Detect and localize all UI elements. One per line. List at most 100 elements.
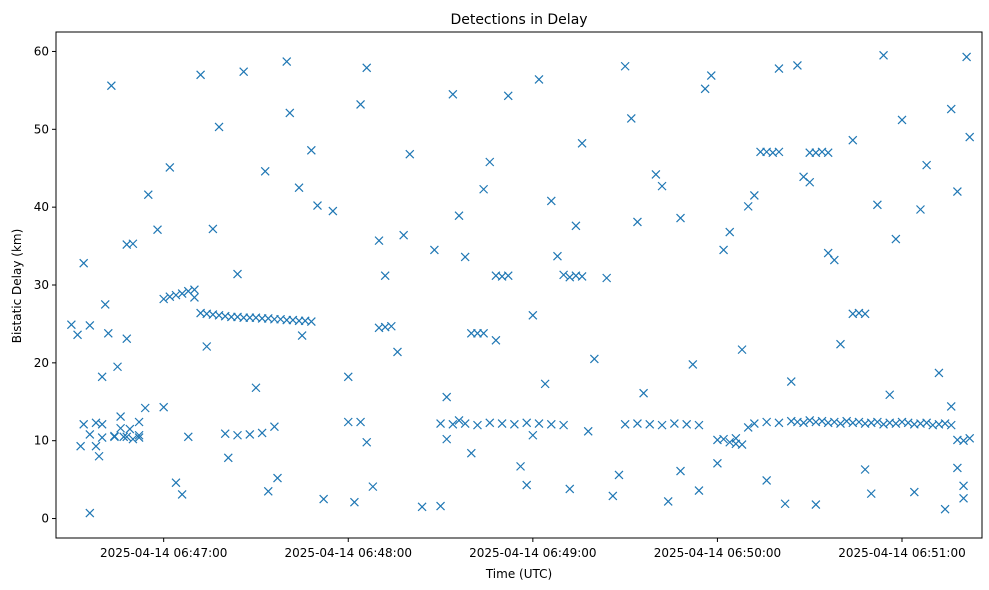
data-point [183,432,193,442]
data-point [442,434,452,444]
data-point [743,423,753,432]
data-point [749,191,759,200]
data-point [546,196,556,206]
data-point [583,426,593,436]
data-point [454,416,464,425]
x-tick-label: 2025-04-14 06:47:00 [100,546,227,560]
data-point [663,496,673,506]
data-point [159,294,169,304]
data-point [836,419,845,428]
data-point [134,433,144,443]
data-point [223,453,233,463]
data-point [134,417,144,427]
data-point [669,419,679,428]
data-point [620,61,630,71]
data-point [725,227,735,237]
data-point [860,465,870,474]
data-point [405,149,415,159]
data-point [946,420,956,430]
data-point [657,181,667,191]
data-point [534,419,544,428]
data-point [436,419,445,428]
data-point [282,57,292,67]
data-point [546,419,556,429]
data-point [651,170,661,179]
data-point [66,320,76,330]
data-point [946,104,956,114]
data-point [245,430,255,439]
data-point [479,328,489,338]
data-point [909,487,919,497]
data-point [897,115,907,125]
data-point [565,484,575,494]
data-point [417,502,427,512]
data-point [214,122,224,132]
data-point [97,372,107,382]
data-point [602,273,612,283]
data-point [485,157,495,167]
data-point [589,354,599,364]
data-point [534,75,544,84]
data-point [103,328,113,338]
data-point [774,418,784,428]
data-point [106,81,116,91]
data-point [934,368,944,378]
data-point [891,234,901,244]
data-point [368,482,378,492]
data-point [116,423,126,433]
y-tick-label: 40 [34,200,49,214]
x-tick-label: 2025-04-14 06:48:00 [285,546,412,560]
data-point [442,392,452,402]
data-point [491,335,501,345]
data-point [571,221,581,231]
data-point [952,187,962,197]
x-axis: 2025-04-14 06:47:00 2025-04-14 06:48:00 20… [100,538,966,560]
data-point [393,347,402,357]
data-point [823,248,833,258]
data-point [85,430,95,439]
data-point [836,339,845,349]
data-point [134,430,144,440]
data-point [762,475,772,485]
data-point [952,463,962,473]
data-point [159,402,169,412]
data-point [100,300,110,309]
data-point [116,412,126,421]
data-point [460,419,470,428]
data-point [79,419,89,429]
data-point [454,211,464,221]
data-point [196,70,206,80]
data-point [743,201,753,211]
data-point [343,372,353,382]
data-point [916,205,925,214]
data-point [829,255,839,265]
data-point [79,258,89,268]
x-tick-label: 2025-04-14 06:49:00 [469,546,596,560]
data-point [97,433,107,443]
data-point [879,50,888,60]
data-point [362,63,372,73]
data-point [731,433,741,443]
data-point [694,486,704,495]
data-point [503,271,513,281]
y-tick-label: 50 [34,122,49,136]
data-point [872,417,882,427]
y-tick-label: 30 [34,278,49,292]
data-point [202,342,212,351]
data-point [848,135,858,145]
data-point [922,418,932,428]
data-point [294,183,304,193]
data-point [260,166,270,176]
data-point [780,499,790,509]
data-point [485,418,495,428]
y-axis-label: Bistatic Delay (km) [10,229,24,344]
data-point [940,504,950,514]
data-point [522,418,532,428]
data-point [559,420,569,430]
data-point [140,403,150,413]
data-point [349,497,359,507]
data-point [682,419,692,429]
data-point [122,432,132,442]
data-point [128,239,138,249]
data-point [737,345,747,355]
